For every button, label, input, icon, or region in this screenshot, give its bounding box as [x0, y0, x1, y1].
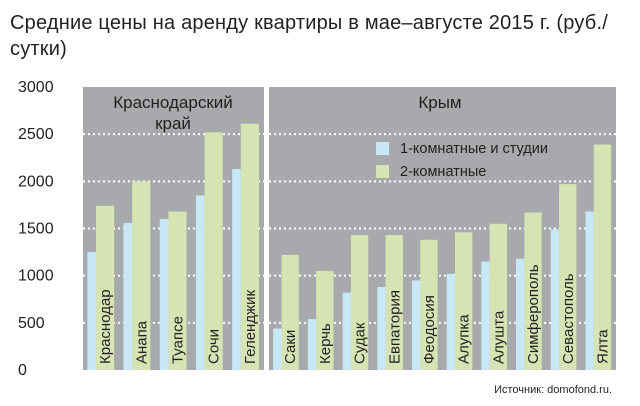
bar-1room-9: [411, 280, 421, 370]
bar-2room-0: [96, 205, 115, 370]
legend-swatch-1: [376, 142, 389, 155]
category-label: Геленджик: [242, 289, 259, 364]
bar-1room-5: [273, 328, 282, 370]
region-label-krasnodar: Краснодарский край: [113, 93, 233, 133]
category-label: Евпатория: [386, 290, 403, 364]
bar-1room-6: [307, 319, 317, 370]
category-label: Саки: [282, 330, 299, 364]
bar-2room-9: [420, 239, 438, 370]
y-tick-label: 2000: [18, 173, 54, 190]
category-label: Симферополь: [525, 264, 542, 364]
bar-2room-10: [454, 232, 473, 370]
y-tick-label: 500: [18, 315, 45, 332]
chart-title: Средние цены на аренду квартиры в мае–ав…: [10, 12, 608, 60]
bar-2room-3: [204, 132, 223, 370]
bar-2room-4: [240, 123, 259, 370]
y-tick-label: 2500: [18, 126, 54, 143]
source-note: Источник: domofond.ru.: [494, 384, 612, 396]
category-label: Севастополь: [560, 273, 577, 364]
bar-2room-2: [168, 211, 187, 370]
bar-2room-12: [524, 212, 542, 370]
bar-1room-11: [481, 261, 490, 370]
category-label: Алупка: [456, 314, 473, 364]
category-label: Анапа: [133, 320, 150, 364]
bar-2room-7: [350, 235, 369, 370]
bar-1room-8: [377, 286, 386, 370]
category-label: Краснодар: [97, 289, 114, 364]
y-tick-label: 3000: [18, 79, 54, 96]
legend-swatch-2: [376, 165, 389, 178]
bar-1room-13: [550, 229, 560, 370]
bar-1room-10: [446, 273, 455, 370]
legend-label-2: 2-комнатные: [400, 164, 486, 180]
bar-2room-6: [316, 270, 334, 370]
category-label: Алушта: [490, 310, 507, 364]
y-tick-label: 1000: [18, 268, 54, 285]
bar-1room-7: [342, 292, 351, 370]
bar-1room-2: [159, 219, 169, 370]
bar-2room-1: [132, 181, 151, 370]
legend-label-1: 1-комнатные и студии: [400, 141, 548, 157]
bar-1room-0: [87, 252, 97, 370]
category-label: Судак: [352, 322, 369, 364]
bar-1room-3: [195, 195, 205, 370]
bar-1room-14: [585, 211, 594, 370]
bar-1room-12: [516, 258, 525, 370]
bar-2room-14: [593, 144, 612, 370]
category-label: Ялта: [594, 329, 611, 364]
y-tick-label: 1500: [18, 221, 54, 238]
y-tick-label: 0: [18, 362, 27, 379]
category-label: Туапсе: [169, 316, 186, 364]
bar-2room-8: [385, 235, 403, 370]
category-label: Керчь: [317, 323, 334, 364]
bar-2room-13: [559, 184, 577, 370]
category-label: Феодосия: [421, 295, 438, 364]
bar-1room-4: [232, 169, 241, 370]
bar-1room-1: [123, 222, 133, 370]
bar-2room-11: [489, 223, 508, 370]
category-label: Сочи: [206, 329, 223, 364]
region-label-crimea: Крым: [418, 93, 461, 112]
bar-2room-5: [281, 254, 299, 370]
